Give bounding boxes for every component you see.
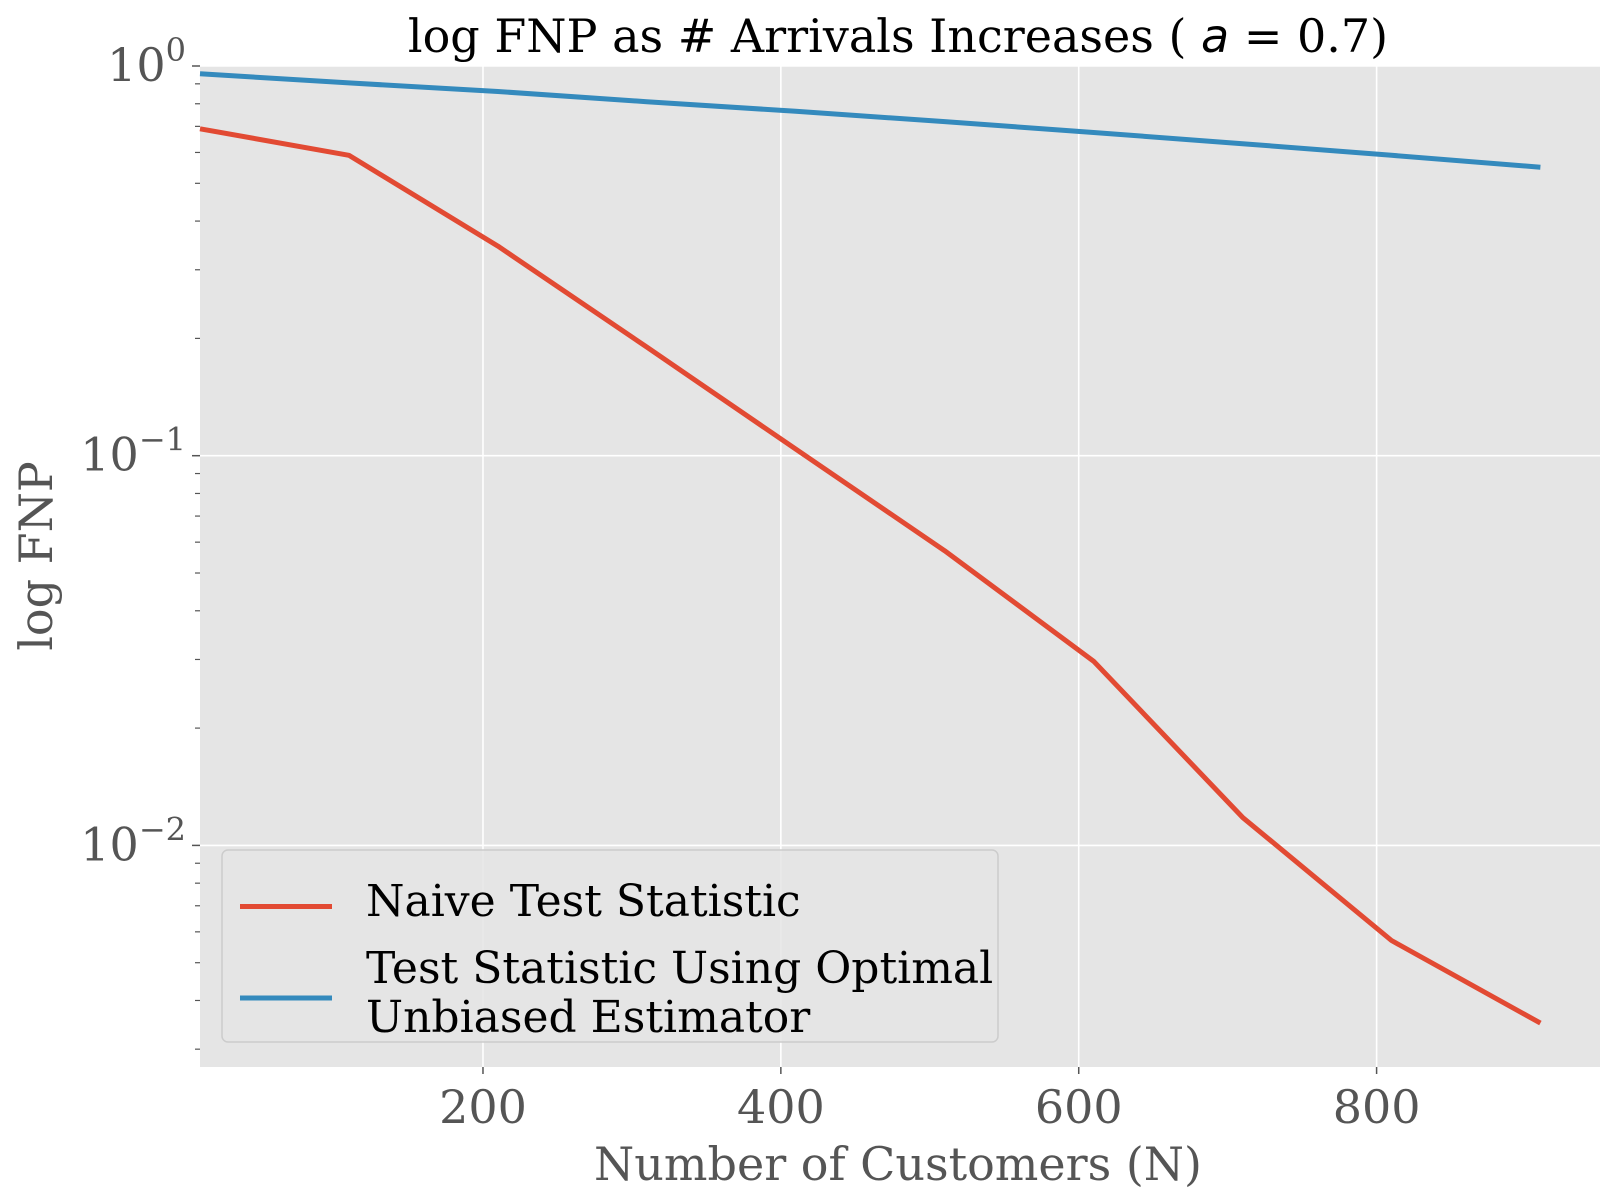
grid [200, 65, 1600, 1067]
legend-label-line: Unbiased Estimator [366, 992, 811, 1043]
x-tick-label: 200 [439, 1080, 527, 1134]
legend: Naive Test Statistic Test Statistic Using… [221, 849, 999, 1043]
y-tick-base: 10 [80, 817, 139, 871]
legend-label-line: Naive Test Statistic [366, 876, 801, 927]
y-tick-exponent: 0 [166, 31, 186, 69]
y-tick-exponent: −2 [139, 810, 186, 848]
x-tick-label: 600 [1035, 1080, 1123, 1134]
legend-label-2: Test Statistic Using Optimal Unbiased Est… [366, 943, 993, 1043]
series-lines [199, 71, 1542, 1026]
chart-title-suffix: = 0.7) [1229, 9, 1388, 63]
y-tick-base: 10 [80, 428, 139, 482]
y-axis-label: log FNP [9, 461, 63, 651]
series-line-1 [199, 126, 1542, 1026]
chart-title-variable: a [1201, 9, 1229, 63]
y-tick-label: 10−2 [80, 810, 186, 871]
series-line-2 [199, 71, 1541, 170]
chart-title-prefix: log FNP as # Arrivals Increases ( [408, 9, 1201, 63]
y-tick-base: 10 [107, 38, 166, 92]
x-tick-label: 800 [1333, 1080, 1421, 1134]
x-axis-label: Number of Customers (N) [594, 1137, 1202, 1191]
legend-label-1: Naive Test Statistic [366, 876, 801, 927]
x-tick-label: 400 [737, 1080, 825, 1134]
legend-label-line: Test Statistic Using Optimal [366, 943, 993, 994]
y-tick-label: 10−1 [80, 421, 186, 482]
legend-box [221, 849, 999, 1043]
y-tick-label: 100 [107, 31, 186, 92]
y-tick-exponent: −1 [139, 421, 186, 459]
chart-title: log FNP as # Arrivals Increases ( a = 0.… [408, 9, 1388, 63]
